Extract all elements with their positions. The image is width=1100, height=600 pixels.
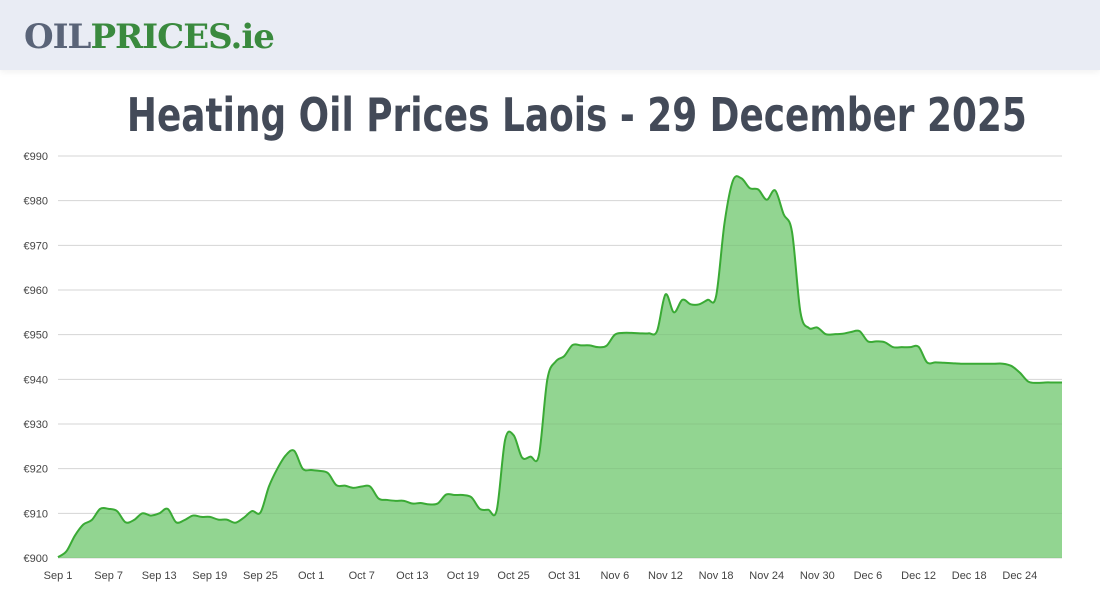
x-tick-label: Nov 12 [648, 570, 683, 582]
x-tick-label: Sep 19 [192, 570, 227, 582]
y-tick-label: €940 [24, 374, 48, 386]
page-title-text: Heating Oil Prices Laois - 29 December 2… [126, 88, 1027, 142]
x-tick-label: Oct 7 [349, 570, 375, 582]
x-tick-label: Dec 24 [1002, 570, 1037, 582]
x-tick-label: Oct 19 [447, 570, 479, 582]
x-tick-label: Nov 18 [699, 570, 734, 582]
page-title: Heating Oil Prices Laois - 29 December 2… [0, 84, 1100, 146]
y-tick-label: €980 [24, 196, 48, 208]
x-tick-label: Sep 25 [243, 570, 278, 582]
x-tick-label: Dec 12 [901, 570, 936, 582]
y-tick-label: €900 [24, 553, 48, 565]
y-tick-label: €960 [24, 285, 48, 297]
x-tick-label: Dec 6 [854, 570, 883, 582]
y-tick-label: €910 [24, 508, 48, 520]
y-tick-label: €930 [24, 419, 48, 431]
x-tick-label: Dec 18 [952, 570, 987, 582]
y-tick-label: €970 [24, 240, 48, 252]
price-area [58, 176, 1062, 558]
logo-oil: OIL [24, 17, 91, 57]
site-logo[interactable]: OILPRICES.ie [24, 14, 275, 60]
x-tick-label: Sep 1 [44, 570, 73, 582]
logo-prices: PRICES.ie [90, 17, 274, 57]
x-tick-label: Sep 7 [94, 570, 123, 582]
x-tick-label: Sep 13 [142, 570, 177, 582]
x-tick-label: Nov 30 [800, 570, 835, 582]
x-tick-label: Nov 24 [749, 570, 784, 582]
price-line [57, 175, 1062, 558]
x-tick-label: Oct 13 [396, 570, 428, 582]
x-tick-label: Oct 1 [298, 570, 324, 582]
y-tick-label: €920 [24, 464, 48, 476]
x-tick-label: Nov 6 [600, 570, 629, 582]
x-tick-label: Oct 31 [548, 570, 580, 582]
x-tick-label: Oct 25 [497, 570, 529, 582]
y-tick-label: €990 [24, 151, 48, 163]
y-tick-label: €950 [24, 330, 48, 342]
site-header: OILPRICES.ie [0, 0, 1100, 70]
